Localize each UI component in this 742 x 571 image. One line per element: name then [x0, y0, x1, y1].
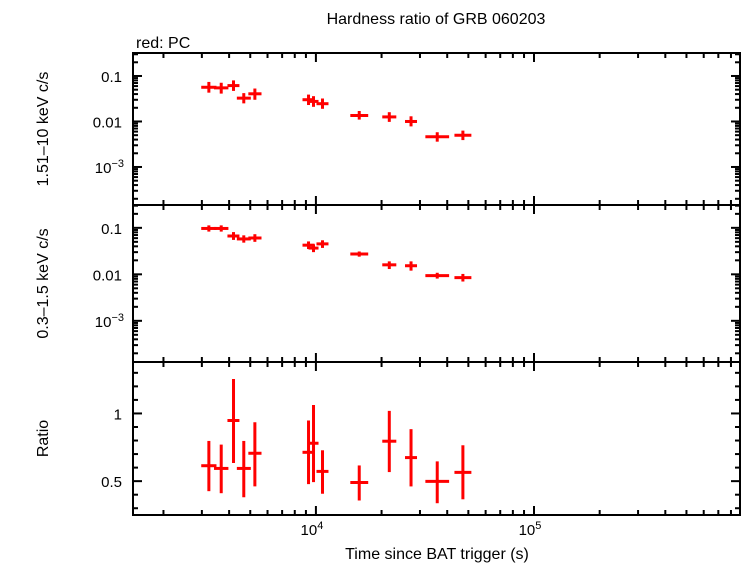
chart-subtitle: red: PC: [136, 35, 190, 52]
data-point: [248, 234, 262, 242]
y-tick-label: 10−3: [95, 312, 124, 331]
data-point: [316, 240, 329, 248]
chart-title: Hardness ratio of GRB 060203: [327, 11, 546, 28]
data-point: [308, 244, 319, 253]
data-point: [227, 379, 240, 464]
data-point: [308, 405, 319, 483]
y-tick-label: 10−3: [95, 158, 124, 177]
data-point: [248, 422, 262, 487]
y-tick-label: 0.1: [101, 221, 122, 238]
data-point: [405, 261, 418, 271]
data-point: [236, 440, 251, 498]
data-point: [201, 81, 217, 93]
data-point: [425, 461, 450, 504]
panel-frame: [132, 361, 741, 516]
data-point: [213, 82, 229, 94]
panel-3: 1 0.5 Ratio: [35, 361, 741, 516]
data-point: [227, 232, 240, 240]
data-point: [236, 93, 251, 104]
x-tick-label: 105: [519, 520, 542, 539]
data-point: [382, 261, 397, 270]
data-point: [213, 225, 229, 232]
x-tick-label: 104: [301, 520, 324, 539]
data-point: [425, 272, 450, 279]
y-tick-label: 0.5: [101, 474, 122, 491]
data-point: [213, 444, 229, 494]
data-point: [425, 132, 450, 142]
panel-2: 0.1 0.01 10−3 0.3–1.5 keV c/s: [35, 204, 741, 363]
data-point: [382, 112, 397, 122]
data-point: [405, 116, 418, 127]
data-point: [350, 465, 369, 501]
data-point: [454, 445, 472, 500]
y-tick-label: 0.01: [93, 114, 122, 131]
x-axis-label: Time since BAT trigger (s): [345, 546, 529, 563]
data-point: [454, 273, 472, 282]
y-axis-label: Ratio: [35, 420, 52, 457]
data-point: [227, 80, 240, 91]
y-tick-label: 1: [114, 406, 122, 423]
data-point: [454, 130, 472, 141]
data-point: [382, 410, 397, 473]
data-point: [350, 251, 369, 257]
panel-1: 0.1 0.01 10−3 1.51–10 keV c/s: [35, 52, 741, 206]
data-point: [201, 225, 217, 232]
data-point: [201, 440, 217, 492]
y-tick-label: 0.1: [101, 69, 122, 86]
y-tick-label: 0.01: [93, 267, 122, 284]
data-point: [350, 110, 369, 120]
data-point: [316, 98, 329, 109]
data-point: [248, 88, 262, 100]
data-point: [405, 429, 418, 487]
y-axis-label: 1.51–10 keV c/s: [35, 72, 52, 187]
data-point: [308, 96, 319, 107]
y-axis-label: 0.3–1.5 keV c/s: [35, 228, 52, 338]
data-point: [316, 450, 329, 494]
panel-frame: [132, 52, 741, 206]
